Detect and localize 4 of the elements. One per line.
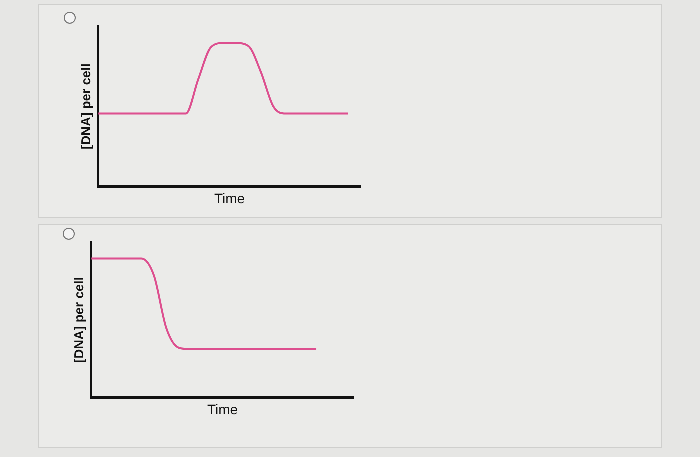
x-axis-title: Time	[214, 190, 246, 206]
y-axis-title: [DNA] per cell	[78, 64, 94, 150]
x-axis-title: Time	[208, 401, 238, 418]
y-axis-title: [DNA] per cell	[71, 277, 86, 364]
